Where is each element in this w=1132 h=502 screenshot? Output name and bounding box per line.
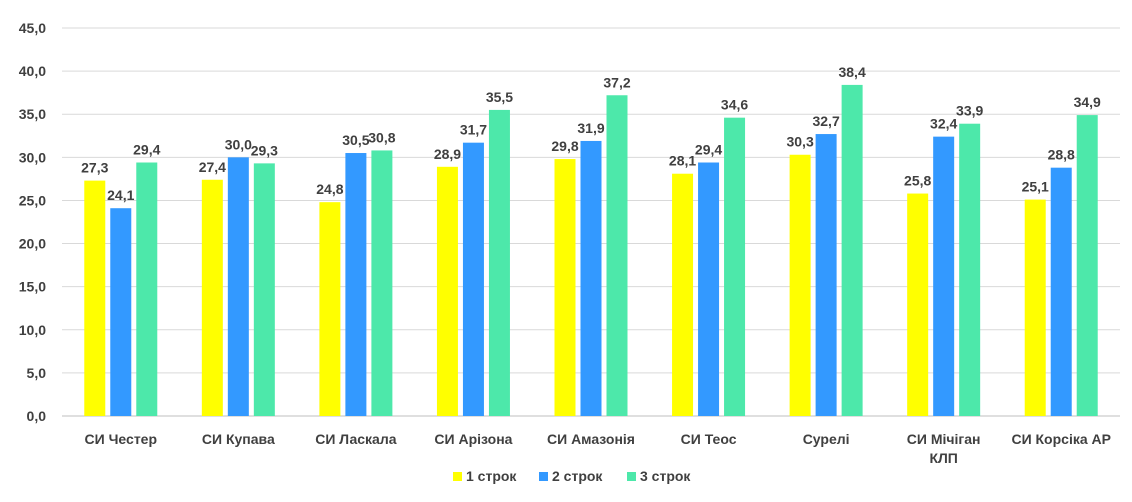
data-label: 29,8 [551, 138, 578, 154]
data-label: 30,0 [225, 136, 252, 152]
bar-3 [488, 109, 510, 417]
x-axis-category-labels: СИ Честер СИ Купава СИ Ласкала СИ Арізона СИ… [85, 431, 1111, 466]
bar-2 [227, 157, 249, 417]
data-label: 29,3 [251, 142, 278, 158]
y-tick-label: 15,0 [19, 279, 46, 295]
bar-1 [672, 173, 694, 416]
bar-2 [933, 136, 955, 416]
y-tick-label: 10,0 [19, 322, 46, 338]
category-label: СИ Ласкала [315, 431, 396, 447]
data-label: 31,9 [577, 120, 604, 136]
bars [84, 84, 1098, 417]
data-label: 38,4 [838, 64, 865, 80]
data-label: 29,4 [133, 142, 160, 158]
category-label: СИ Арізона [434, 431, 512, 447]
bar-3 [253, 163, 275, 416]
data-label: 30,3 [786, 134, 813, 150]
data-label: 33,9 [956, 103, 983, 119]
legend-label: 3 строк [640, 468, 691, 484]
bar-1 [907, 193, 929, 416]
y-tick-label: 25,0 [19, 192, 46, 208]
y-tick-label: 5,0 [27, 365, 47, 381]
category-label: Сурелі [803, 431, 850, 447]
data-label: 24,1 [107, 187, 134, 203]
data-label: 30,8 [368, 129, 395, 145]
legend-label: 1 строк [466, 468, 517, 484]
data-label: 25,8 [904, 173, 931, 189]
bar-2 [345, 153, 367, 416]
bar-2 [580, 140, 602, 416]
bar-3 [371, 150, 393, 417]
bar-2 [462, 142, 484, 417]
bar-3 [841, 84, 863, 416]
y-tick-label: 40,0 [19, 63, 46, 79]
category-label: СИ Купава [202, 431, 275, 447]
y-tick-label: 0,0 [27, 408, 47, 424]
data-label: 28,8 [1048, 147, 1075, 163]
category-label: СИ Честер [85, 431, 157, 447]
data-label: 32,7 [812, 113, 839, 129]
data-label: 29,4 [695, 142, 722, 158]
bar-3 [724, 117, 746, 416]
data-label: 35,5 [486, 89, 513, 105]
bar-3 [606, 95, 628, 417]
bar-1 [436, 166, 458, 416]
bar-1 [201, 179, 223, 416]
bar-1 [789, 154, 811, 416]
data-label: 31,7 [460, 122, 487, 138]
bar-1 [84, 180, 106, 416]
data-labels: 27,3 24,1 29,4 27,4 30,029,3 24,8 30,530,8 28,9… [81, 64, 1101, 203]
data-label: 28,1 [669, 153, 696, 169]
y-tick-label: 30,0 [19, 149, 46, 165]
bar-3 [1076, 115, 1098, 416]
data-label: 27,3 [81, 160, 108, 176]
data-label: 28,9 [434, 146, 461, 162]
category-label: КЛП [929, 450, 957, 466]
data-label: 25,1 [1022, 179, 1049, 195]
category-label: СИ Амазонія [547, 431, 635, 447]
data-label: 34,9 [1074, 94, 1101, 110]
category-label: СИ Мічіган [907, 431, 981, 447]
legend: 1 строк 2 строк 3 строк [453, 468, 691, 484]
bar-2 [815, 134, 837, 416]
bar-1 [554, 159, 576, 416]
bar-1 [1024, 199, 1046, 416]
category-label: СИ Теос [681, 431, 737, 447]
y-tick-label: 45,0 [19, 20, 46, 36]
data-label: 32,4 [930, 116, 957, 132]
data-label: 24,8 [316, 181, 343, 197]
bar-2 [1050, 167, 1072, 416]
bar-3 [136, 162, 158, 416]
bar-1 [319, 202, 341, 416]
legend-label: 2 строк [552, 468, 603, 484]
category-label: СИ Корсіка АР [1011, 431, 1111, 447]
bar-2 [110, 208, 132, 416]
legend-swatch [453, 472, 462, 481]
legend-swatch [539, 472, 548, 481]
bar-2 [698, 162, 720, 416]
data-label: 37,2 [603, 74, 630, 90]
legend-swatch [627, 472, 636, 481]
y-tick-label: 20,0 [19, 236, 46, 252]
y-axis-tick-labels: 0,0 5,0 10,0 15,0 20,0 25,0 30,0 35,0 40,0 45,0 [19, 20, 46, 424]
data-label: 34,6 [721, 97, 748, 113]
data-label: 30,5 [342, 132, 369, 148]
y-tick-label: 35,0 [19, 106, 46, 122]
data-label: 27,4 [199, 159, 226, 175]
bar-3 [959, 123, 981, 416]
